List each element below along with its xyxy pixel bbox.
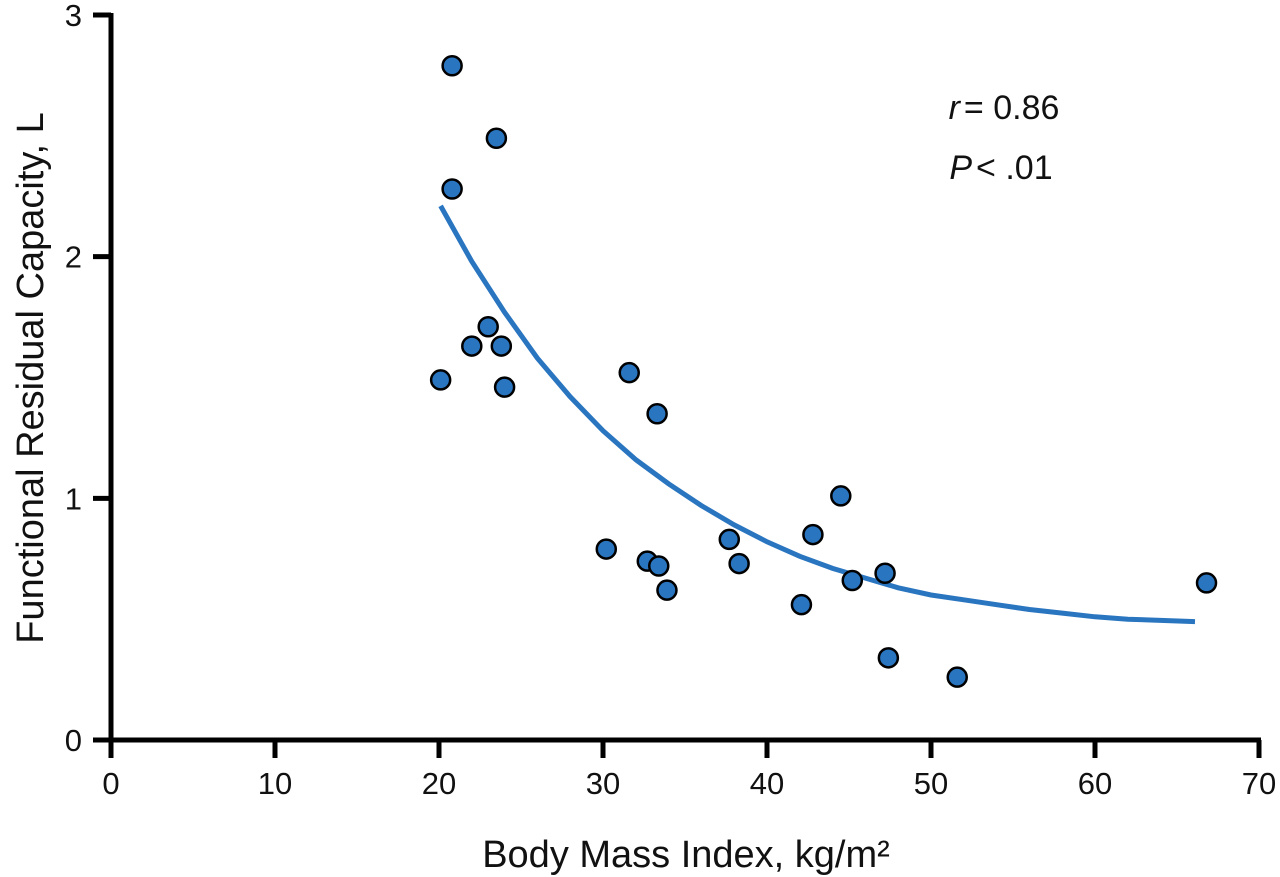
data-point xyxy=(830,485,852,507)
data-point xyxy=(441,55,463,77)
data-point xyxy=(648,555,670,577)
data-point xyxy=(874,562,896,584)
data-point xyxy=(477,316,499,338)
fit-curve xyxy=(438,204,1196,625)
data-point xyxy=(441,178,463,200)
data-point xyxy=(946,666,968,688)
data-point xyxy=(490,335,513,357)
x-tick-label: 0 xyxy=(102,766,119,801)
x-axis-title: Body Mass Index, kg/m² xyxy=(482,834,890,876)
x-tick-label: 10 xyxy=(258,766,292,801)
data-point xyxy=(877,647,900,669)
data-point xyxy=(1195,572,1218,594)
r-annotation: r = 0.86 xyxy=(949,89,1060,127)
x-tick-label: 60 xyxy=(1078,766,1112,801)
data-point xyxy=(656,579,678,601)
data-point xyxy=(646,403,668,425)
data-point xyxy=(429,369,452,391)
y-axis-title: Functional Residual Capacity, L xyxy=(10,112,52,644)
x-tick-label: 40 xyxy=(750,766,784,801)
data-point xyxy=(802,523,824,546)
data-point xyxy=(841,569,864,592)
data-point xyxy=(790,593,813,616)
data-point xyxy=(493,376,516,398)
x-tick-label: 20 xyxy=(422,766,456,801)
ticks: 0 10 20 30 40 50 60 70 0 1 2 3 xyxy=(65,0,1276,801)
axes xyxy=(93,13,1261,744)
data-point xyxy=(595,538,618,560)
p-symbol: P xyxy=(949,149,972,187)
y-tick-label: 1 xyxy=(65,481,82,516)
y-tick-label: 3 xyxy=(65,0,82,33)
r-value: = 0.86 xyxy=(964,89,1059,127)
p-annotation: P < .01 xyxy=(949,149,1052,187)
data-point xyxy=(485,127,508,149)
p-value: < .01 xyxy=(976,149,1053,187)
data-point xyxy=(728,552,750,575)
y-tick-label: 0 xyxy=(65,723,82,758)
r-symbol: r xyxy=(949,89,962,127)
y-tick-label: 2 xyxy=(65,240,82,275)
data-points xyxy=(429,55,1218,688)
x-tick-label: 50 xyxy=(914,766,948,801)
data-point xyxy=(718,528,741,551)
x-tick-label: 30 xyxy=(586,766,620,801)
data-point xyxy=(618,361,640,384)
data-point xyxy=(461,335,483,357)
x-tick-label: 70 xyxy=(1242,766,1276,801)
